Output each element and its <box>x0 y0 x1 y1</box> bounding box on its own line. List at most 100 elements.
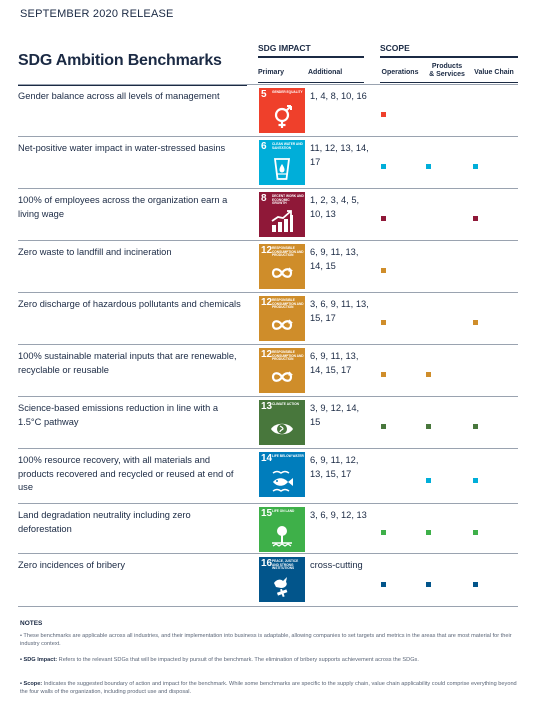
value-chain-scope-marker <box>473 424 478 429</box>
release-label: SEPTEMBER 2020 RELEASE <box>20 8 174 20</box>
value-chain-scope-marker <box>473 164 478 169</box>
table-row: 100% of employees across the organizatio… <box>18 188 518 240</box>
additional-sdgs: 1, 2, 3, 4, 5, 10, 13 <box>310 195 360 219</box>
sdg-impact-header: SDG IMPACT <box>258 43 311 53</box>
value-chain-column-header: Value Chain <box>474 69 514 76</box>
table-row: Science-based emissions reduction in lin… <box>18 396 518 448</box>
scope-divider <box>380 56 518 58</box>
notes-title: NOTES <box>20 620 43 627</box>
benchmark-label: 100% of employees across the organizatio… <box>18 195 228 219</box>
sdg-15-tile: 15 Life on land <box>259 507 305 552</box>
sdg-name: Responsible consumption and production <box>272 350 304 362</box>
note-sdg-impact-text: Refers to the relevant SDGs that will be… <box>57 657 419 663</box>
sdg-13-tile: 13 Climate action <box>259 400 305 445</box>
operations-scope-marker <box>381 320 386 325</box>
benchmark-label: Zero waste to landfill and incineration <box>18 247 172 257</box>
sdg-number: 12 <box>261 297 273 308</box>
sdg-14-tile: 14 Life below water <box>259 452 305 497</box>
scope-subheader-divider <box>380 82 518 83</box>
table-row: 100% sustainable material inputs that ar… <box>18 344 518 396</box>
sdg-8-tile: 8 Decent work and economic growth <box>259 192 305 237</box>
additional-sdgs: 6, 9, 11, 13, 14, 15 <box>310 247 359 271</box>
operations-scope-marker <box>381 582 386 587</box>
operations-scope-marker <box>381 216 386 221</box>
sdg-name: Life on land <box>272 509 295 513</box>
additional-sdgs: cross-cutting <box>310 560 363 570</box>
table-row: Zero incidences of bribery 16 Peace, justi… <box>18 553 518 606</box>
operations-scope-marker <box>381 530 386 535</box>
sdg-number: 12 <box>261 349 273 360</box>
sdg-name: Responsible consumption and production <box>272 246 304 258</box>
benchmark-label: Gender balance across all levels of mana… <box>18 91 220 101</box>
sdg-number: 6 <box>261 141 267 152</box>
products-services-scope-marker <box>426 164 431 169</box>
sdg-16-tile: 16 Peace, justice and strong institutions <box>259 557 305 602</box>
products-services-scope-marker <box>426 530 431 535</box>
benchmark-label: Zero incidences of bribery <box>18 560 125 570</box>
value-chain-scope-marker <box>473 582 478 587</box>
value-chain-scope-marker <box>473 216 478 221</box>
sdg-number: 14 <box>261 453 273 464</box>
benchmark-label: 100% sustainable material inputs that ar… <box>18 351 237 375</box>
benchmark-label: 100% resource recovery, with all materia… <box>18 455 234 492</box>
sdg-number: 16 <box>261 558 273 569</box>
value-chain-scope-marker <box>473 530 478 535</box>
operations-scope-marker <box>381 424 386 429</box>
sdg-number: 13 <box>261 401 273 412</box>
table-row: 100% resource recovery, with all materia… <box>18 448 518 503</box>
table-row: Gender balance across all levels of mana… <box>18 84 518 136</box>
additional-column-header: Additional <box>308 69 343 76</box>
table-row: Land degradation neutrality including ze… <box>18 503 518 553</box>
sdg-impact-divider <box>258 56 364 58</box>
additional-sdgs: 11, 12, 13, 14, 17 <box>310 143 369 167</box>
sdg-5-tile: 5 Gender equality <box>259 88 305 133</box>
sdg-12-tile: 12 Responsible consumption and production <box>259 348 305 393</box>
sdg-subheader-divider <box>258 82 364 83</box>
primary-column-header: Primary <box>258 69 285 76</box>
sdg-name: Decent work and economic growth <box>272 194 304 206</box>
additional-sdgs: 3, 9, 12, 14, 15 <box>310 403 360 427</box>
table-row: Zero waste to landfill and incineration 1… <box>18 240 518 292</box>
sdg-number: 8 <box>261 193 267 204</box>
products-services-scope-marker <box>426 372 431 377</box>
sdg-name: Life below water <box>272 454 304 458</box>
note-sdg-impact-label: • SDG Impact: <box>20 657 58 663</box>
additional-sdgs: 3, 6, 9, 11, 13, 15, 17 <box>310 299 369 323</box>
sdg-name: Peace, justice and strong institutions <box>272 559 299 571</box>
note-applicability: • These benchmarks are applicable across… <box>20 633 512 647</box>
benchmark-label: Net-positive water impact in water-stres… <box>18 143 226 153</box>
sdg-name: Responsible consumption and production <box>272 298 304 310</box>
sdg-12-tile: 12 Responsible consumption and production <box>259 296 305 341</box>
sdg-number: 15 <box>261 508 273 519</box>
scope-header: SCOPE <box>380 43 410 53</box>
operations-scope-marker <box>381 164 386 169</box>
benchmark-label: Land degradation neutrality including ze… <box>18 510 191 534</box>
products-services-scope-marker <box>426 478 431 483</box>
sdg-6-tile: 6 Clean water and sanitation <box>259 140 305 185</box>
sdg-name: Climate action <box>272 402 299 406</box>
title-divider <box>18 84 247 86</box>
value-chain-scope-marker <box>473 478 478 483</box>
table-row: Zero discharge of hazardous pollutants a… <box>18 292 518 344</box>
additional-sdgs: 6, 9, 11, 13, 14, 15, 17 <box>310 351 359 375</box>
sdg-12-tile: 12 Responsible consumption and production <box>259 244 305 289</box>
sdg-number: 5 <box>261 89 267 100</box>
note-sdg-impact: • SDG Impact: Refers to the relevant SDG… <box>20 656 520 664</box>
table-row: Net-positive water impact in water-stres… <box>18 136 518 188</box>
products-services-scope-marker <box>426 582 431 587</box>
note-scope-label: • Scope: <box>20 681 43 687</box>
products-services-scope-marker <box>426 424 431 429</box>
note-scope-text: Indicates the suggested boundary of acti… <box>20 681 517 695</box>
value-chain-scope-marker <box>473 320 478 325</box>
additional-sdgs: 6, 9, 11, 12, 13, 15, 17 <box>310 455 359 479</box>
operations-scope-marker <box>381 268 386 273</box>
operations-scope-marker <box>381 112 386 117</box>
page-title: SDG Ambition Benchmarks <box>18 52 222 69</box>
products-services-column-header: Products & Services <box>429 63 465 78</box>
additional-sdgs: 3, 6, 9, 12, 13 <box>310 510 367 520</box>
sdg-name: Gender equality <box>272 90 303 94</box>
additional-sdgs: 1, 4, 8, 10, 16 <box>310 91 367 101</box>
sdg-name: Clean water and sanitation <box>272 142 303 150</box>
sdg-number: 12 <box>261 245 273 256</box>
note-scope: • Scope: Indicates the suggested boundar… <box>20 680 520 696</box>
